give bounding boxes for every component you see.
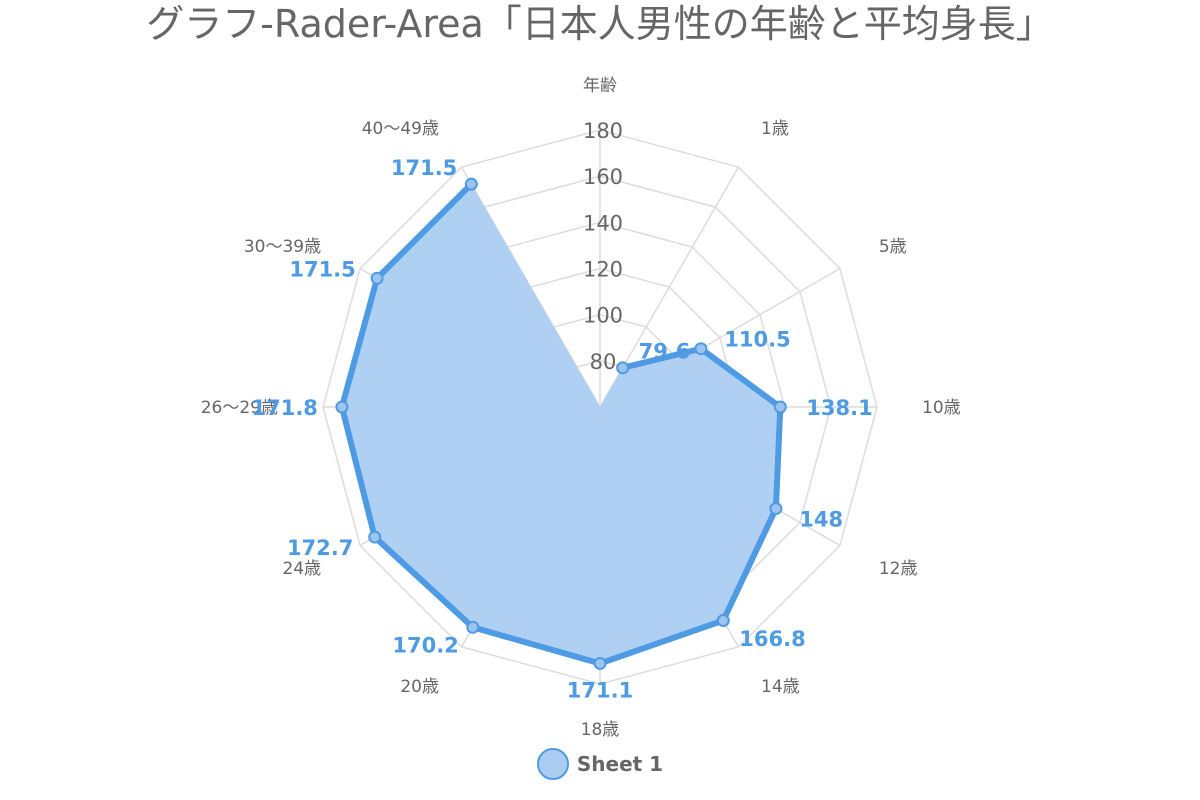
data-point[interactable] <box>466 620 480 634</box>
category-label: 30〜39歳 <box>244 237 321 257</box>
value-label: 166.8 <box>739 627 805 651</box>
radial-tick-labels: 80 100 120 140 160 180 <box>583 119 623 374</box>
data-point[interactable] <box>773 400 787 414</box>
data-point[interactable] <box>464 177 478 191</box>
value-label: 110.5 <box>724 328 790 352</box>
data-point[interactable] <box>694 342 708 356</box>
radial-tick-label: 160 <box>583 165 623 189</box>
data-point[interactable] <box>368 530 382 544</box>
data-point[interactable] <box>370 271 384 285</box>
legend[interactable]: Sheet 1 <box>0 748 1200 780</box>
radial-tick-label: 180 <box>583 119 623 143</box>
value-label: 172.7 <box>287 536 353 560</box>
category-label: 18歳 <box>581 720 620 740</box>
data-point[interactable] <box>716 614 730 628</box>
category-label: 1歳 <box>761 119 789 139</box>
value-label: 171.1 <box>567 678 633 702</box>
value-label: 170.2 <box>392 634 458 658</box>
radial-tick-label: 100 <box>583 304 623 328</box>
radial-tick-label: 120 <box>583 258 623 282</box>
radial-tick-label: 80 <box>590 350 617 374</box>
data-point[interactable] <box>335 400 349 414</box>
category-label: 40〜49歳 <box>362 119 439 139</box>
category-label: 14歳 <box>761 677 800 697</box>
value-label: 171.8 <box>251 396 317 420</box>
value-label: 171.5 <box>289 257 355 281</box>
series-layer <box>335 177 787 670</box>
value-label: 171.5 <box>391 156 457 180</box>
data-point[interactable] <box>593 656 607 670</box>
category-label: 26〜29歳 <box>201 398 278 418</box>
radial-tick-label: 140 <box>583 211 623 235</box>
category-label: 10歳 <box>922 398 961 418</box>
value-labels: 79.6 110.5 138.1 148 166.8 171.1 170.2 172.7 171… <box>251 156 872 703</box>
value-label: 148 <box>799 508 843 532</box>
category-labels: 年齢 1歳 5歳 10歳 12歳 14歳 18歳 20歳 24歳 26〜29歳 30〜39歳 40〜4… <box>201 76 961 740</box>
legend-label: Sheet 1 <box>576 752 664 776</box>
category-label: 年齢 <box>583 76 617 96</box>
category-label: 12歳 <box>879 559 918 579</box>
category-label: 24歳 <box>282 559 321 579</box>
category-label: 5歳 <box>879 237 907 257</box>
category-label: 20歳 <box>400 677 439 697</box>
series-area <box>341 184 781 664</box>
data-point[interactable] <box>616 361 630 375</box>
value-label: 138.1 <box>806 396 872 420</box>
legend-swatch <box>536 748 569 780</box>
chart-title: グラフ-Rader-Area「日本人男性の年齢と平均身長」 <box>146 2 1054 46</box>
value-label: 79.6 <box>639 339 691 363</box>
data-point[interactable] <box>769 502 783 516</box>
